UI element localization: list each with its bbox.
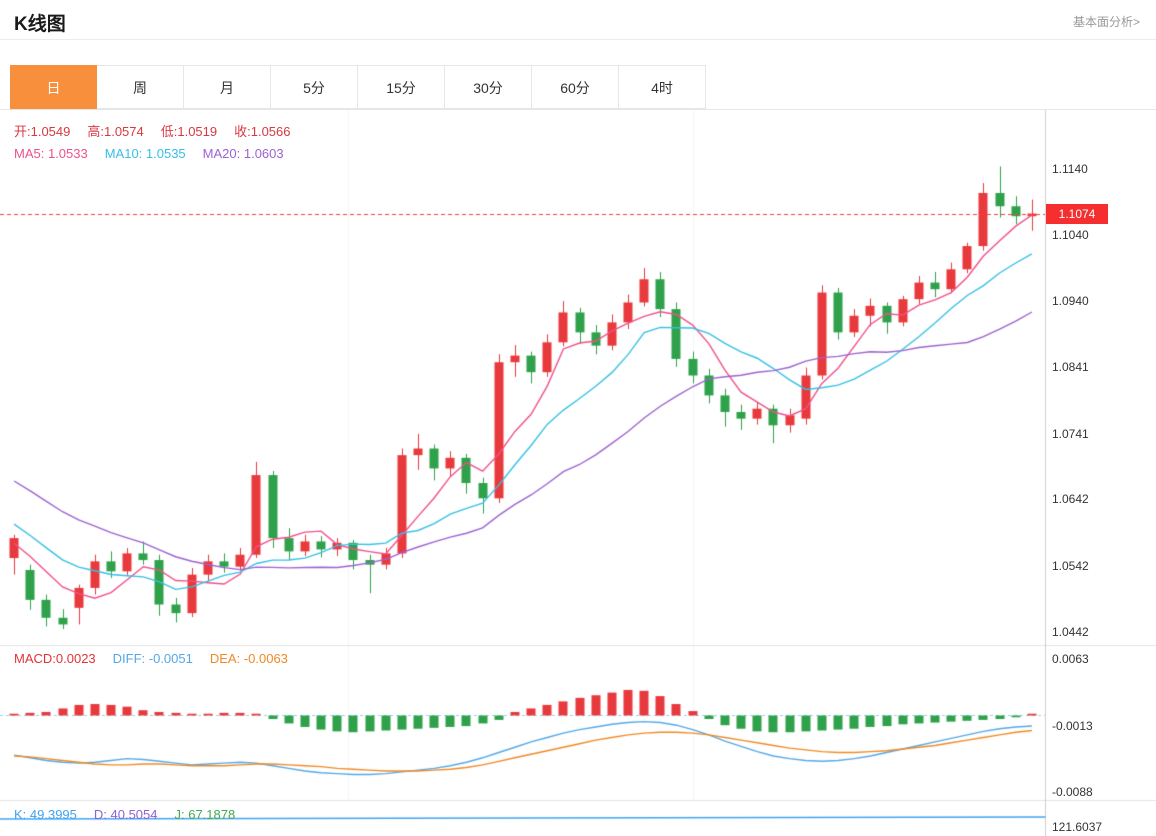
kdj-axis-tick: 121.6037 bbox=[1052, 820, 1103, 834]
timeframe-tab-bar: 日周月 5分 15分 30分 60分 4时 bbox=[0, 65, 1156, 110]
macd-legend-item: DEA: -0.0063 bbox=[209, 651, 288, 666]
kdj-legend-item: K: 49.3995 bbox=[14, 807, 77, 822]
kdj-legend-item: D: 40.5054 bbox=[93, 807, 158, 822]
price-axis-tick: 1.0841 bbox=[1052, 360, 1089, 375]
ma-legend-item: MA10: 1.0535 bbox=[104, 146, 186, 161]
ohlc-legend-item: 高:1.0574 bbox=[87, 124, 144, 139]
tab-5分[interactable]: 5分 bbox=[271, 65, 358, 109]
ma-legend-item: MA5: 1.0533 bbox=[14, 146, 88, 161]
tab-周[interactable]: 周 bbox=[97, 65, 184, 109]
tab-30分[interactable]: 30分 bbox=[445, 65, 532, 109]
price-axis-tick: 1.0442 bbox=[1052, 625, 1089, 640]
price-axis-tick: 1.0741 bbox=[1052, 426, 1089, 441]
kline-canvas[interactable] bbox=[0, 110, 1156, 836]
ma-legend: MA5: 1.0533 MA10: 1.0535 MA20: 1.0603 bbox=[14, 146, 301, 161]
ohlc-legend: 开:1.0549 高:1.0574 低:1.0519 收:1.0566 bbox=[14, 121, 308, 140]
tab-4时[interactable]: 4时 bbox=[619, 65, 706, 109]
macd-axis-tick: 0.0063 bbox=[1052, 651, 1089, 666]
macd-legend-item: MACD:0.0023 bbox=[14, 651, 96, 666]
macd-legend-item: DIFF: -0.0051 bbox=[112, 651, 193, 666]
ohlc-legend-item: 低:1.0519 bbox=[160, 124, 218, 139]
ma-legend-item: MA20: 1.0603 bbox=[202, 146, 284, 161]
kdj-legend: K: 49.3995 D: 40.5054 J: 67.1878 bbox=[14, 807, 252, 822]
page-title: K线图 bbox=[14, 14, 66, 35]
macd-legend: MACD:0.0023 DIFF: -0.0051 DEA: -0.0063 bbox=[14, 651, 305, 666]
tab-15分[interactable]: 15分 bbox=[358, 65, 445, 109]
price-axis-tick: 1.0642 bbox=[1052, 492, 1089, 507]
price-axis-tick: 1.0940 bbox=[1052, 294, 1089, 309]
kdj-legend-item: J: 67.1878 bbox=[174, 807, 236, 822]
timeframe-tabs: 日周月 5分 15分 30分 60分 4时 bbox=[10, 65, 1156, 109]
price-axis-tick: 1.1040 bbox=[1052, 228, 1089, 243]
tab-日[interactable]: 日 bbox=[10, 65, 97, 109]
price-axis-tick: 1.0542 bbox=[1052, 558, 1089, 573]
last-price-badge: 1.1074 bbox=[1046, 203, 1108, 224]
tab-60分[interactable]: 60分 bbox=[532, 65, 619, 109]
price-axis-tick: 1.1140 bbox=[1052, 161, 1088, 176]
header: K线图 基本面分析> bbox=[0, 0, 1156, 40]
ohlc-legend-item: 开:1.0549 bbox=[14, 124, 71, 139]
macd-axis-tick: -0.0013 bbox=[1052, 718, 1093, 733]
fundamental-analysis-link[interactable]: 基本面分析> bbox=[1072, 15, 1140, 29]
ohlc-legend-item: 收:1.0566 bbox=[234, 124, 291, 139]
tab-月[interactable]: 月 bbox=[184, 65, 271, 109]
macd-axis-tick: -0.0088 bbox=[1052, 785, 1093, 800]
